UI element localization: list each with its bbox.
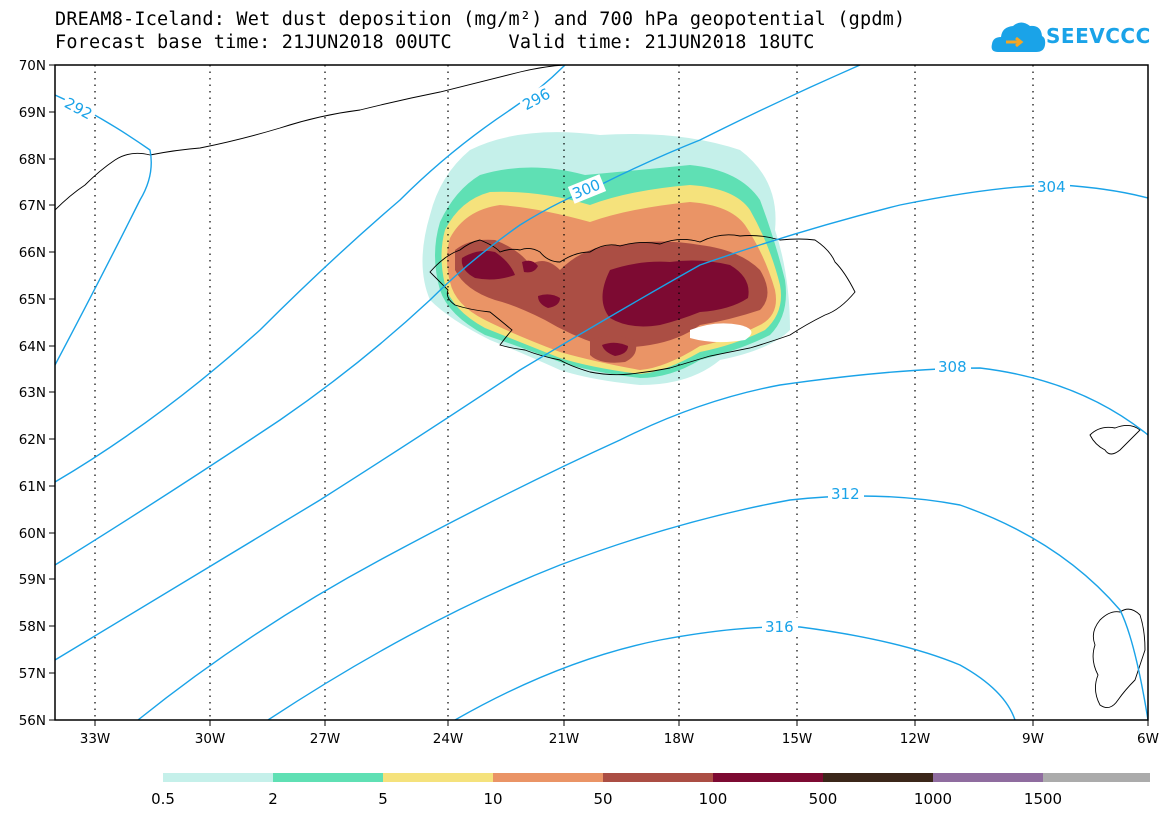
faroe-islands: [1089, 425, 1141, 455]
lat-label: 69N: [19, 105, 46, 121]
lat-label: 66N: [19, 245, 46, 261]
legend-swatch: [603, 773, 713, 782]
contour-304: [55, 184, 1148, 661]
lat-label: 62N: [19, 432, 46, 448]
contour-292: [55, 94, 152, 366]
dust-deposition-field: [422, 132, 790, 385]
legend-swatch: [933, 773, 1043, 782]
latitude-labels: 70N 69N 68N 67N 66N 65N 64N 63N 62N 61N …: [19, 58, 46, 729]
dust-band-100e: [522, 260, 538, 273]
logo-text: SEEVCCC: [1046, 24, 1151, 48]
legend-label: 1500: [1024, 790, 1062, 808]
legend-swatch: [383, 773, 493, 782]
lon-label: 9W: [1022, 731, 1044, 747]
contour-label-312: 312: [831, 485, 860, 503]
longitude-labels: 33W 30W 27W 24W 21W 18W 15W 12W 9W 6W: [80, 731, 1159, 747]
dust-gap: [690, 323, 752, 343]
lon-label: 30W: [195, 731, 226, 747]
legend-label: 50: [593, 790, 612, 808]
lon-label: 21W: [549, 731, 580, 747]
lat-label: 61N: [19, 479, 46, 495]
dust-band-100b: [602, 260, 749, 327]
lat-label: 60N: [19, 526, 46, 542]
greenland-coast-west: [55, 152, 151, 211]
lat-label: 67N: [19, 198, 46, 214]
lon-label: 6W: [1137, 731, 1159, 747]
lat-label: 70N: [19, 58, 46, 74]
contour-296: [55, 65, 566, 483]
coastlines: [55, 65, 1146, 709]
legend-label: 10: [483, 790, 502, 808]
legend-label: 1000: [914, 790, 952, 808]
legend-swatch: [823, 773, 933, 782]
legend-swatch: [493, 773, 603, 782]
dust-band-100d: [602, 342, 628, 356]
axis-ticks: [49, 64, 1149, 726]
scotland-coast: [1092, 608, 1146, 709]
legend-swatch: [163, 773, 273, 782]
lat-label: 58N: [19, 619, 46, 635]
contour-label-316: 316: [765, 618, 794, 636]
iceland-coast: [429, 234, 856, 376]
legend-label: 5: [378, 790, 388, 808]
cloud-icon: [991, 22, 1046, 52]
contour-300: [55, 65, 861, 566]
map-title: DREAM8-Iceland: Wet dust deposition (mg/…: [55, 9, 906, 30]
contour-308: [137, 367, 1148, 720]
contour-label-308: 308: [938, 358, 967, 376]
dust-band-100c: [538, 294, 560, 308]
legend-label: 2: [268, 790, 278, 808]
lon-label: 33W: [80, 731, 111, 747]
legend-label: 0.5: [151, 790, 175, 808]
dust-band-100: [461, 250, 515, 280]
contour-312: [267, 495, 1148, 720]
lon-label: 18W: [664, 731, 695, 747]
contour-labels: 292 296 300 304 308 312 316: [59, 83, 1070, 636]
legend-label: 100: [699, 790, 728, 808]
lon-label: 24W: [433, 731, 464, 747]
seevccc-logo: SEEVCCC: [990, 18, 1170, 58]
contour-label-304: 304: [1037, 178, 1066, 196]
legend-colorbar: [163, 773, 1150, 782]
lat-label: 63N: [19, 385, 46, 401]
legend-labels: 0.5 2 5 10 50 100 500 1000 1500: [151, 790, 1062, 808]
lat-label: 68N: [19, 152, 46, 168]
legend-swatch: [273, 773, 383, 782]
lon-label: 12W: [900, 731, 931, 747]
lat-label: 56N: [19, 713, 46, 729]
lat-label: 65N: [19, 292, 46, 308]
legend-label: 500: [809, 790, 838, 808]
lon-label: 27W: [310, 731, 341, 747]
forecast-times: Forecast base time: 21JUN2018 00UTC Vali…: [55, 32, 815, 53]
lon-label: 15W: [782, 731, 813, 747]
lat-label: 59N: [19, 572, 46, 588]
legend-swatch: [713, 773, 823, 782]
greenland-coast: [149, 65, 566, 156]
lat-label: 57N: [19, 666, 46, 682]
legend-swatch: [1043, 773, 1150, 782]
lat-label: 64N: [19, 339, 46, 355]
